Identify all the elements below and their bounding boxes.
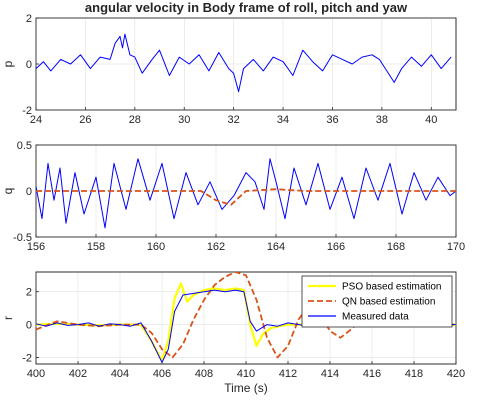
x-tick-label: 158 [87, 241, 105, 253]
y-axis-label: p [1, 60, 15, 67]
x-tick-label: 164 [267, 241, 285, 253]
y-tick-label: 2 [26, 287, 32, 299]
legend: PSO based estimation QN based estimation M… [301, 275, 453, 328]
y-tick-label: 2 [26, 13, 32, 25]
x-tick-label: 28 [129, 114, 141, 126]
y-axis-label: q [1, 188, 15, 195]
x-tick-label: 414 [321, 368, 339, 380]
y-tick-label: -2 [22, 105, 32, 117]
x-tick-label: 418 [405, 368, 423, 380]
series-line [36, 188, 456, 206]
x-tick-label: 168 [387, 241, 405, 253]
legend-entry: PSO based estimation [342, 282, 442, 293]
x-tick-label: 412 [279, 368, 297, 380]
x-tick-label: 416 [363, 368, 381, 380]
series-line [36, 158, 456, 229]
series-line [36, 33, 452, 93]
x-tick-label: 170 [447, 241, 465, 253]
x-tick-label: 156 [27, 241, 45, 253]
x-tick-label: 420 [447, 368, 465, 380]
subplot-3: 400 402 404 406 408 410 412 414 416 418 420 -2 0 2 r Ti… [1, 271, 465, 395]
y-tick-label: -2 [22, 352, 32, 364]
x-tick-label: 36 [326, 114, 338, 126]
y-tick-label: 0.5 [17, 140, 32, 152]
subplots: 24 26 28 30 32 34 36 38 40 -2 0 2 angular velocity i… [1, 0, 465, 395]
subplot-1: 24 26 28 30 32 34 36 38 40 -2 0 2 angular velocity i… [1, 0, 457, 126]
x-tick-label: 402 [69, 368, 87, 380]
axes-border [35, 17, 457, 111]
legend-entry: QN based estimation [342, 297, 435, 308]
y-tick-label: 0 [26, 59, 32, 71]
chart-title: angular velocity in Body frame of roll, … [85, 0, 408, 15]
x-tick-label: 162 [207, 241, 225, 253]
y-axis-label: r [1, 316, 15, 320]
subplot-2: 156 158 160 162 164 166 168 170 -0.5 0 0.5 q [1, 140, 465, 253]
x-tick-label: 34 [277, 114, 289, 126]
axes-border [35, 271, 457, 365]
x-tick-label: 166 [327, 241, 345, 253]
x-axis-label: Time (s) [224, 381, 268, 395]
x-tick-label: 38 [376, 114, 388, 126]
x-tick-label: 410 [237, 368, 255, 380]
legend-entry: Measured data [342, 312, 409, 323]
y-tick-label: 0 [26, 186, 32, 198]
y-tick-label: 0 [26, 320, 32, 332]
x-tick-label: 160 [147, 241, 165, 253]
x-tick-label: 404 [111, 368, 129, 380]
x-tick-label: 24 [30, 114, 42, 126]
x-tick-label: 408 [195, 368, 213, 380]
x-tick-label: 40 [425, 114, 437, 126]
x-tick-label: 32 [228, 114, 240, 126]
x-tick-label: 30 [178, 114, 190, 126]
x-tick-label: 406 [153, 368, 171, 380]
x-tick-label: 26 [79, 114, 91, 126]
x-tick-label: 400 [27, 368, 45, 380]
y-tick-label: -0.5 [13, 232, 32, 244]
